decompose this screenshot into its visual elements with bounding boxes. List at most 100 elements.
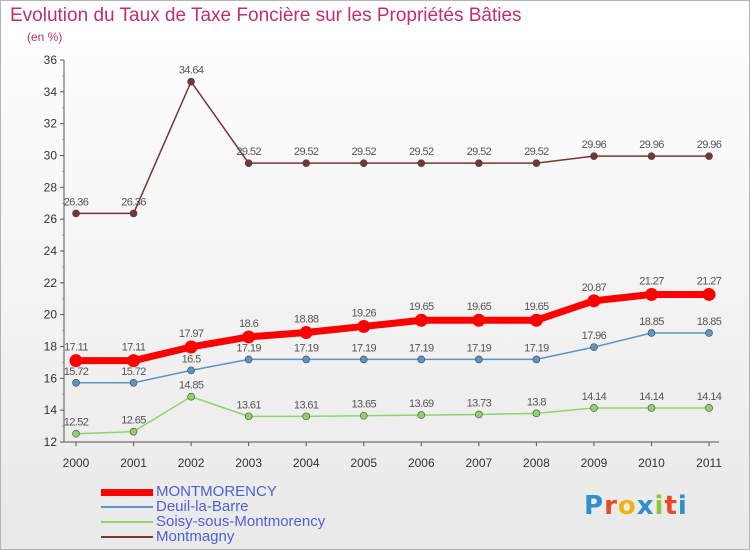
data-point bbox=[127, 354, 141, 368]
chart-title: Evolution du Taux de Taxe Foncière sur l… bbox=[10, 5, 522, 26]
data-label: 17.19 bbox=[236, 342, 261, 354]
legend-label: Deuil-la-Barre bbox=[156, 498, 249, 515]
data-point bbox=[244, 355, 253, 364]
data-point bbox=[590, 404, 598, 412]
data-label: 29.52 bbox=[236, 146, 261, 158]
data-point bbox=[702, 287, 716, 301]
data-point bbox=[299, 325, 313, 339]
data-label: 20.87 bbox=[582, 282, 607, 294]
data-label: 14.14 bbox=[639, 391, 664, 403]
data-point bbox=[72, 378, 80, 387]
data-point bbox=[72, 429, 80, 438]
data-label: 16.5 bbox=[182, 353, 201, 365]
data-point bbox=[302, 159, 311, 167]
x-tick-label: 2004 bbox=[293, 456, 320, 470]
data-label: 29.52 bbox=[524, 146, 549, 158]
data-label: 26.36 bbox=[64, 196, 89, 208]
x-tick-label: 2003 bbox=[235, 456, 262, 470]
y-tick-label: 24 bbox=[44, 244, 58, 258]
data-point bbox=[359, 355, 368, 364]
data-point bbox=[417, 355, 426, 364]
y-tick-label: 32 bbox=[44, 117, 58, 131]
data-label: 29.52 bbox=[294, 146, 319, 158]
data-point bbox=[645, 287, 658, 301]
data-label: 29.96 bbox=[639, 139, 664, 151]
data-label: 13.8 bbox=[527, 396, 546, 408]
legend-swatch bbox=[101, 489, 153, 496]
y-tick-label: 26 bbox=[44, 212, 58, 226]
data-point bbox=[302, 412, 311, 421]
unit-label: (en %) bbox=[27, 30, 63, 44]
data-point bbox=[187, 77, 195, 86]
data-point bbox=[242, 330, 256, 344]
data-point bbox=[705, 404, 713, 412]
data-label: 19.65 bbox=[409, 301, 434, 313]
logo-letter: i bbox=[677, 491, 688, 521]
series-line bbox=[76, 332, 710, 384]
data-label: 17.19 bbox=[409, 342, 434, 354]
logo-letter: o bbox=[617, 491, 637, 521]
data-label: 12.65 bbox=[121, 415, 146, 427]
data-point bbox=[357, 319, 371, 333]
data-label: 14.85 bbox=[179, 380, 204, 392]
data-label: 29.52 bbox=[409, 146, 434, 158]
series-line bbox=[75, 395, 710, 435]
data-label: 15.72 bbox=[121, 366, 146, 378]
logo-letter: x bbox=[636, 491, 655, 521]
x-tick-label: 2001 bbox=[120, 456, 147, 470]
series-deuil-la-barre bbox=[72, 329, 713, 387]
data-point bbox=[532, 159, 541, 167]
legend-swatch bbox=[101, 506, 153, 508]
data-label: 13.61 bbox=[294, 399, 319, 411]
logo-letter: P bbox=[584, 491, 605, 521]
data-label: 19.65 bbox=[524, 301, 549, 313]
data-label: 21.27 bbox=[639, 275, 664, 287]
data-label: 14.14 bbox=[697, 391, 722, 403]
data-point bbox=[359, 159, 368, 167]
data-label: 29.96 bbox=[697, 139, 722, 151]
series-line bbox=[76, 290, 710, 365]
x-tick-label: 2002 bbox=[178, 456, 205, 470]
data-point bbox=[244, 159, 253, 167]
data-label: 13.61 bbox=[236, 399, 261, 411]
series-montmorency bbox=[69, 287, 716, 368]
y-tick-label: 14 bbox=[44, 403, 58, 417]
data-point bbox=[129, 427, 138, 436]
data-point bbox=[187, 366, 195, 375]
logo-letter: i bbox=[654, 491, 665, 521]
data-point bbox=[184, 340, 198, 354]
data-label: 26.36 bbox=[121, 196, 146, 208]
legend-label: Montmagny bbox=[156, 528, 235, 545]
data-point bbox=[529, 313, 543, 327]
data-label: 18.85 bbox=[697, 316, 722, 328]
legend-swatch bbox=[101, 536, 153, 538]
series-line bbox=[76, 80, 710, 215]
data-label: 13.69 bbox=[409, 398, 434, 410]
x-tick-label: 2006 bbox=[408, 456, 435, 470]
x-tick-label: 2005 bbox=[350, 456, 377, 470]
data-point bbox=[359, 411, 368, 420]
data-point bbox=[72, 209, 80, 218]
data-label: 15.72 bbox=[64, 366, 89, 378]
data-point bbox=[417, 159, 426, 167]
y-tick-label: 28 bbox=[44, 180, 58, 194]
data-label: 13.65 bbox=[351, 399, 376, 411]
x-tick-label: 2010 bbox=[638, 456, 665, 470]
data-label: 17.19 bbox=[467, 342, 492, 354]
data-point bbox=[69, 354, 83, 368]
y-tick-label: 34 bbox=[44, 85, 58, 99]
data-label: 14.14 bbox=[582, 391, 607, 403]
x-tick-label: 2009 bbox=[581, 456, 608, 470]
data-label: 17.11 bbox=[122, 342, 146, 354]
x-tick-label: 2008 bbox=[523, 456, 550, 470]
y-tick-label: 30 bbox=[44, 149, 58, 163]
data-point bbox=[417, 411, 426, 419]
data-label: 17.11 bbox=[64, 342, 88, 354]
data-point bbox=[705, 152, 713, 160]
data-point bbox=[244, 412, 253, 421]
data-label: 17.19 bbox=[351, 342, 376, 354]
data-label: 18.85 bbox=[639, 316, 664, 328]
legend-label: Soisy-sous-Montmorency bbox=[156, 513, 326, 530]
